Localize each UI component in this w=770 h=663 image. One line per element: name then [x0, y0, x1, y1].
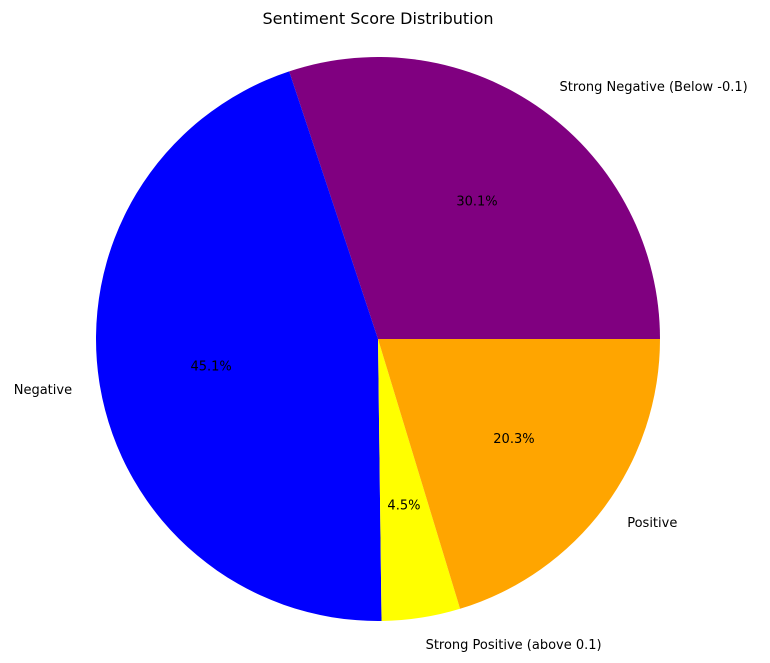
pie-percent-label: 20.3% [493, 432, 534, 447]
pie-slice-label: Negative [14, 383, 72, 398]
pie-slices [96, 57, 660, 621]
pie-percent-label: 45.1% [190, 360, 231, 375]
pie-slice-label: Strong Positive (above 0.1) [426, 638, 602, 653]
pie-slice-label: Strong Negative (Below -0.1) [560, 80, 748, 95]
pie-percent-label: 4.5% [387, 499, 420, 514]
pie-percent-label: 30.1% [456, 194, 497, 209]
pie-slice-label: Positive [627, 516, 677, 531]
chart-title: Sentiment Score Distribution [262, 9, 493, 28]
